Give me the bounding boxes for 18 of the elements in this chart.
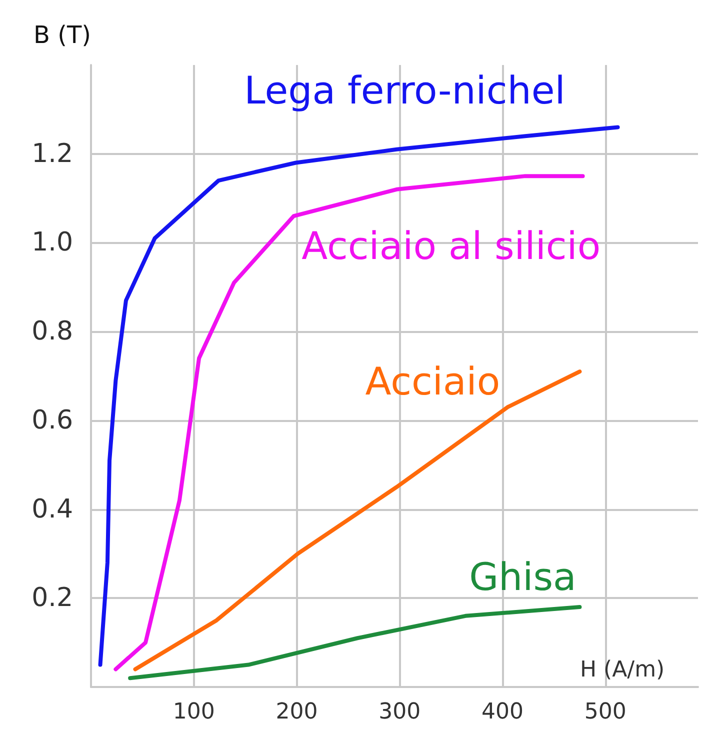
- y-tick-label: 0.4: [32, 494, 73, 524]
- series-label: Acciaio: [365, 360, 500, 404]
- line-series: [128, 605, 582, 680]
- x-axis-title: H (A/m): [580, 658, 665, 682]
- x-tick-label: 400: [482, 700, 524, 724]
- x-tick-label: 200: [276, 700, 318, 724]
- series-label: Acciaio al silicio: [302, 224, 601, 268]
- y-tick-label: 0.2: [32, 583, 73, 614]
- y-tick-label: 0.8: [32, 316, 73, 347]
- y-axis-title: B (T): [34, 21, 91, 49]
- series-label: Lega ferro-nichel: [244, 68, 566, 113]
- series-label: Ghisa: [469, 555, 576, 600]
- x-tick-label: 300: [378, 700, 421, 724]
- y-tick-label: 0.6: [32, 405, 73, 436]
- x-tick-label: 100: [172, 700, 215, 724]
- y-tick-label: 1.2: [32, 138, 73, 169]
- y-tick-label: 1.0: [32, 228, 73, 258]
- x-tick-label: 500: [584, 700, 626, 724]
